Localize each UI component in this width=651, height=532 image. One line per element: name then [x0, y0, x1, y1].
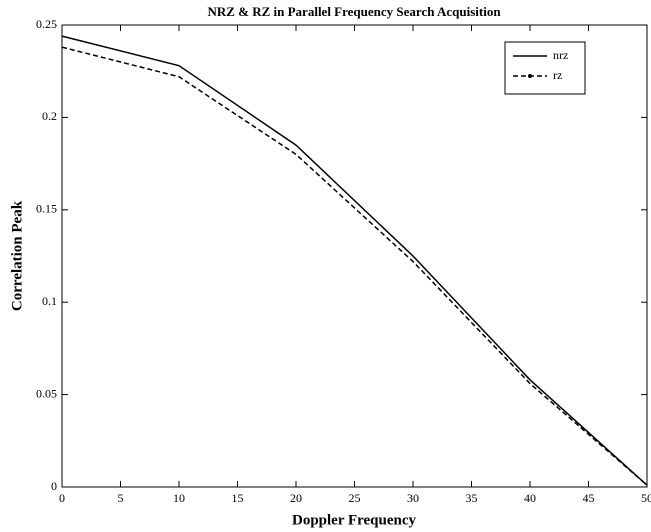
x-tick-label: 15	[232, 491, 244, 505]
y-axis-label: Correlation Peak	[9, 200, 25, 311]
x-tick-label: 45	[583, 491, 595, 505]
y-tick-label: 0	[51, 479, 57, 493]
x-tick-label: 40	[524, 491, 536, 505]
x-tick-label: 30	[407, 491, 419, 505]
y-tick-label: 0.15	[36, 202, 57, 216]
x-tick-label: 5	[118, 491, 124, 505]
series-line	[61, 46, 648, 486]
legend: nrz rz	[504, 41, 586, 95]
series-line	[61, 35, 648, 486]
x-tick-label: 10	[173, 491, 185, 505]
y-tick-label: 0.1	[42, 294, 57, 308]
y-tick-label: 0.05	[36, 386, 57, 400]
legend-marker	[528, 74, 532, 78]
legend-box	[504, 41, 586, 95]
x-tick-label: 35	[466, 491, 478, 505]
y-tick-label: 0.25	[36, 17, 57, 31]
x-tick-label: 25	[349, 491, 361, 505]
x-axis-label: Doppler Frequency	[292, 512, 417, 528]
x-tick-label: 50	[641, 491, 651, 505]
y-tick-label: 0.2	[42, 109, 57, 123]
legend-label: rz	[553, 68, 562, 82]
x-tick-label: 0	[59, 491, 65, 505]
chart-title: NRZ & RZ in Parallel Frequency Search Ac…	[207, 4, 501, 19]
x-tick-label: 20	[290, 491, 302, 505]
legend-label: nrz	[553, 48, 568, 62]
